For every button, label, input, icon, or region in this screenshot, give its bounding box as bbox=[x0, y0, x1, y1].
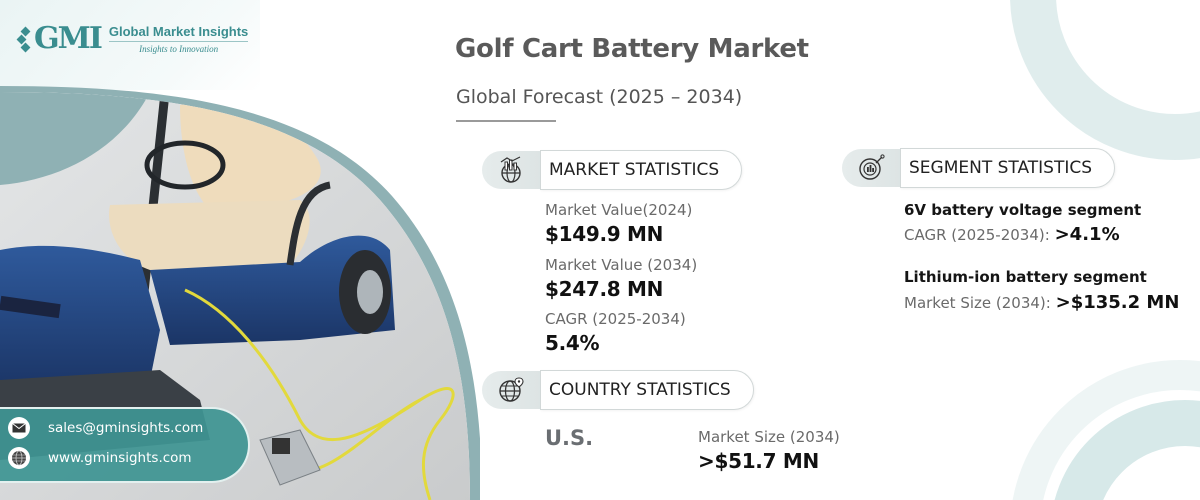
header-tint bbox=[0, 0, 260, 90]
cagr-label: CAGR (2025-2034) bbox=[545, 310, 686, 328]
market-value-2024-value: $149.9 MN bbox=[545, 222, 664, 246]
gmi-logo: GMI Global Market Insights Insights to I… bbox=[16, 21, 249, 56]
logo-diamonds-icon bbox=[16, 26, 32, 53]
market-value-2024-label: Market Value(2024) bbox=[545, 201, 693, 219]
country-metric-value: >$51.7 MN bbox=[698, 449, 819, 473]
segment-lithium-metric-value: >$135.2 MN bbox=[1055, 292, 1180, 313]
cagr-value: 5.4% bbox=[545, 331, 600, 355]
segment-6v-heading: 6V battery voltage segment bbox=[904, 201, 1142, 219]
segment-lithium-metric-label: Market Size (2034): bbox=[904, 294, 1051, 312]
page-subtitle: Global Forecast (2025 – 2034) bbox=[456, 86, 743, 108]
segment-lithium-metric: Market Size (2034): >$135.2 MN bbox=[904, 292, 1179, 313]
logo-mark: GMI bbox=[16, 21, 103, 56]
logo-tagline: Insights to Innovation bbox=[139, 44, 219, 54]
market-value-2034-value: $247.8 MN bbox=[545, 277, 664, 301]
segment-6v-metric: CAGR (2025-2034): >4.1% bbox=[904, 224, 1120, 245]
contact-email-row[interactable]: sales@gminsights.com bbox=[8, 417, 203, 439]
segment-statistics-label: SEGMENT STATISTICS bbox=[900, 148, 1116, 188]
envelope-icon bbox=[8, 417, 30, 439]
segment-6v-metric-label: CAGR (2025-2034): bbox=[904, 226, 1050, 244]
golf-cart-illustration bbox=[0, 86, 482, 500]
logo-company-name: Global Market Insights bbox=[108, 24, 249, 42]
globe-pin-icon bbox=[482, 371, 540, 409]
contact-band: sales@gminsights.com www.gminsights.com bbox=[0, 407, 250, 483]
page-title: Golf Cart Battery Market bbox=[455, 34, 809, 64]
market-statistics-header: MARKET STATISTICS bbox=[482, 150, 743, 190]
country-statistics-label: COUNTRY STATISTICS bbox=[540, 370, 754, 410]
contact-website-row[interactable]: www.gminsights.com bbox=[8, 447, 192, 469]
logo-gmi-text: GMI bbox=[34, 21, 103, 56]
decorative-arc-top-right bbox=[1010, 0, 1200, 160]
country-metric-label: Market Size (2034) bbox=[698, 428, 840, 446]
market-statistics-label: MARKET STATISTICS bbox=[540, 150, 743, 190]
globe-chart-icon bbox=[482, 151, 540, 189]
contact-email[interactable]: sales@gminsights.com bbox=[48, 420, 204, 436]
contact-website[interactable]: www.gminsights.com bbox=[48, 450, 192, 466]
market-value-2034-label: Market Value (2034) bbox=[545, 256, 698, 274]
country-name: U.S. bbox=[545, 426, 594, 450]
segment-statistics-header: SEGMENT STATISTICS bbox=[842, 148, 1116, 188]
title-divider bbox=[456, 120, 556, 122]
segment-lithium-heading: Lithium-ion battery segment bbox=[904, 268, 1147, 286]
segment-6v-metric-value: >4.1% bbox=[1054, 224, 1120, 245]
golf-cart-photo bbox=[0, 0, 482, 500]
target-chart-icon bbox=[842, 149, 900, 187]
country-statistics-header: COUNTRY STATISTICS bbox=[482, 370, 754, 410]
globe-icon bbox=[8, 447, 30, 469]
